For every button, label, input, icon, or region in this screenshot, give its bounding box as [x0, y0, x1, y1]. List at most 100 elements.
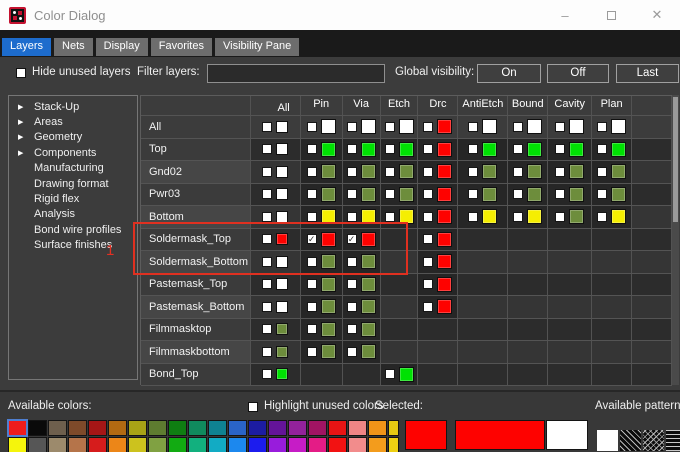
visibility-checkbox[interactable]	[423, 121, 434, 132]
close-button[interactable]: ✕	[651, 7, 663, 22]
palette-swatch[interactable]	[168, 420, 187, 436]
tab-nets[interactable]: Nets	[54, 38, 93, 56]
color-swatch[interactable]	[437, 254, 453, 270]
visibility-checkbox[interactable]	[262, 279, 273, 290]
visibility-checkbox[interactable]	[262, 189, 273, 200]
visibility-checkbox[interactable]	[262, 346, 273, 357]
visibility-checkbox[interactable]	[468, 189, 479, 200]
color-swatch[interactable]	[320, 209, 336, 225]
global-on-button[interactable]: On	[477, 64, 541, 83]
palette-swatch[interactable]	[128, 420, 147, 436]
grid-vertical-scrollbar[interactable]	[672, 95, 679, 385]
color-swatch[interactable]	[398, 209, 414, 225]
color-swatch[interactable]	[527, 164, 543, 180]
color-swatch[interactable]	[482, 119, 498, 135]
visibility-checkbox[interactable]	[384, 211, 395, 222]
color-swatch[interactable]	[398, 141, 414, 157]
color-swatch[interactable]	[320, 164, 336, 180]
visibility-checkbox[interactable]	[346, 346, 357, 357]
palette-swatch[interactable]	[328, 437, 347, 452]
color-swatch[interactable]	[360, 209, 376, 225]
visibility-checkbox[interactable]	[597, 211, 608, 222]
color-swatch[interactable]	[398, 164, 414, 180]
color-swatch[interactable]	[482, 186, 498, 202]
visibility-checkbox[interactable]	[346, 121, 357, 132]
color-swatch[interactable]	[320, 231, 336, 247]
visibility-checkbox[interactable]	[262, 324, 273, 335]
color-swatch[interactable]	[276, 210, 289, 223]
color-swatch[interactable]	[320, 186, 336, 202]
tab-layers[interactable]: Layers	[2, 38, 52, 56]
color-swatch[interactable]	[320, 344, 336, 360]
palette-swatch[interactable]	[308, 437, 327, 452]
visibility-checkbox[interactable]	[468, 144, 479, 155]
visibility-checkbox[interactable]	[597, 121, 608, 132]
visibility-checkbox[interactable]	[555, 166, 566, 177]
visibility-checkbox[interactable]	[262, 211, 273, 222]
color-swatch[interactable]	[360, 164, 376, 180]
color-swatch[interactable]	[437, 299, 453, 315]
palette-swatch[interactable]	[248, 437, 267, 452]
color-swatch[interactable]	[437, 231, 453, 247]
pattern-swatch-chevron[interactable]	[643, 430, 664, 451]
visibility-checkbox[interactable]	[555, 144, 566, 155]
expand-arrow-icon[interactable]: ▶	[18, 134, 24, 142]
palette-swatch[interactable]	[188, 437, 207, 452]
color-swatch[interactable]	[360, 321, 376, 337]
color-swatch[interactable]	[360, 231, 376, 247]
visibility-checkbox[interactable]	[346, 301, 357, 312]
palette-swatch[interactable]	[48, 420, 67, 436]
palette-swatch[interactable]	[88, 437, 107, 452]
visibility-checkbox[interactable]	[513, 211, 524, 222]
color-swatch[interactable]	[611, 209, 627, 225]
tree-item-bond-wire-profiles[interactable]: Bond wire profiles	[9, 222, 137, 237]
color-swatch[interactable]	[276, 233, 289, 246]
color-swatch[interactable]	[320, 299, 336, 315]
visibility-checkbox[interactable]	[468, 121, 479, 132]
visibility-checkbox[interactable]	[262, 166, 273, 177]
palette-swatch[interactable]	[188, 420, 207, 436]
color-swatch[interactable]	[360, 119, 376, 135]
color-swatch[interactable]	[320, 119, 336, 135]
color-swatch[interactable]	[437, 119, 453, 135]
palette-swatch[interactable]	[308, 420, 327, 436]
visibility-checkbox[interactable]	[384, 189, 395, 200]
palette-swatch[interactable]	[348, 420, 367, 436]
color-swatch[interactable]	[569, 186, 585, 202]
expand-arrow-icon[interactable]: ▶	[18, 103, 24, 111]
color-swatch[interactable]	[569, 164, 585, 180]
visibility-checkbox[interactable]	[513, 189, 524, 200]
visibility-checkbox[interactable]	[306, 346, 317, 357]
color-swatch[interactable]	[360, 299, 376, 315]
color-swatch[interactable]	[398, 366, 414, 382]
visibility-checkbox[interactable]	[306, 189, 317, 200]
color-swatch[interactable]	[276, 323, 289, 336]
color-swatch[interactable]	[360, 276, 376, 292]
color-swatch[interactable]	[527, 119, 543, 135]
visibility-checkbox[interactable]: ✓	[346, 234, 357, 245]
color-swatch[interactable]	[527, 209, 543, 225]
palette-swatch[interactable]	[228, 420, 247, 436]
visibility-checkbox[interactable]	[423, 144, 434, 155]
color-swatch[interactable]	[276, 188, 289, 201]
palette-swatch[interactable]	[348, 437, 367, 452]
tree-item-drawing-format[interactable]: Drawing format	[9, 176, 137, 191]
palette-swatch[interactable]	[28, 420, 47, 436]
color-swatch[interactable]	[398, 186, 414, 202]
palette-swatch[interactable]	[208, 437, 227, 452]
tab-favorites[interactable]: Favorites	[150, 38, 212, 56]
color-swatch[interactable]	[437, 186, 453, 202]
visibility-checkbox[interactable]	[468, 166, 479, 177]
minimize-button[interactable]: –	[561, 7, 569, 23]
color-swatch[interactable]	[398, 119, 414, 135]
color-swatch[interactable]	[360, 141, 376, 157]
global-last-button[interactable]: Last	[616, 64, 679, 83]
color-swatch[interactable]	[276, 255, 289, 268]
visibility-checkbox[interactable]	[262, 144, 273, 155]
tree-item-rigid-flex[interactable]: Rigid flex	[9, 191, 137, 206]
color-swatch[interactable]	[276, 120, 289, 133]
visibility-checkbox[interactable]	[423, 211, 434, 222]
color-swatch[interactable]	[527, 186, 543, 202]
color-swatch[interactable]	[360, 186, 376, 202]
palette-swatch[interactable]	[268, 420, 287, 436]
